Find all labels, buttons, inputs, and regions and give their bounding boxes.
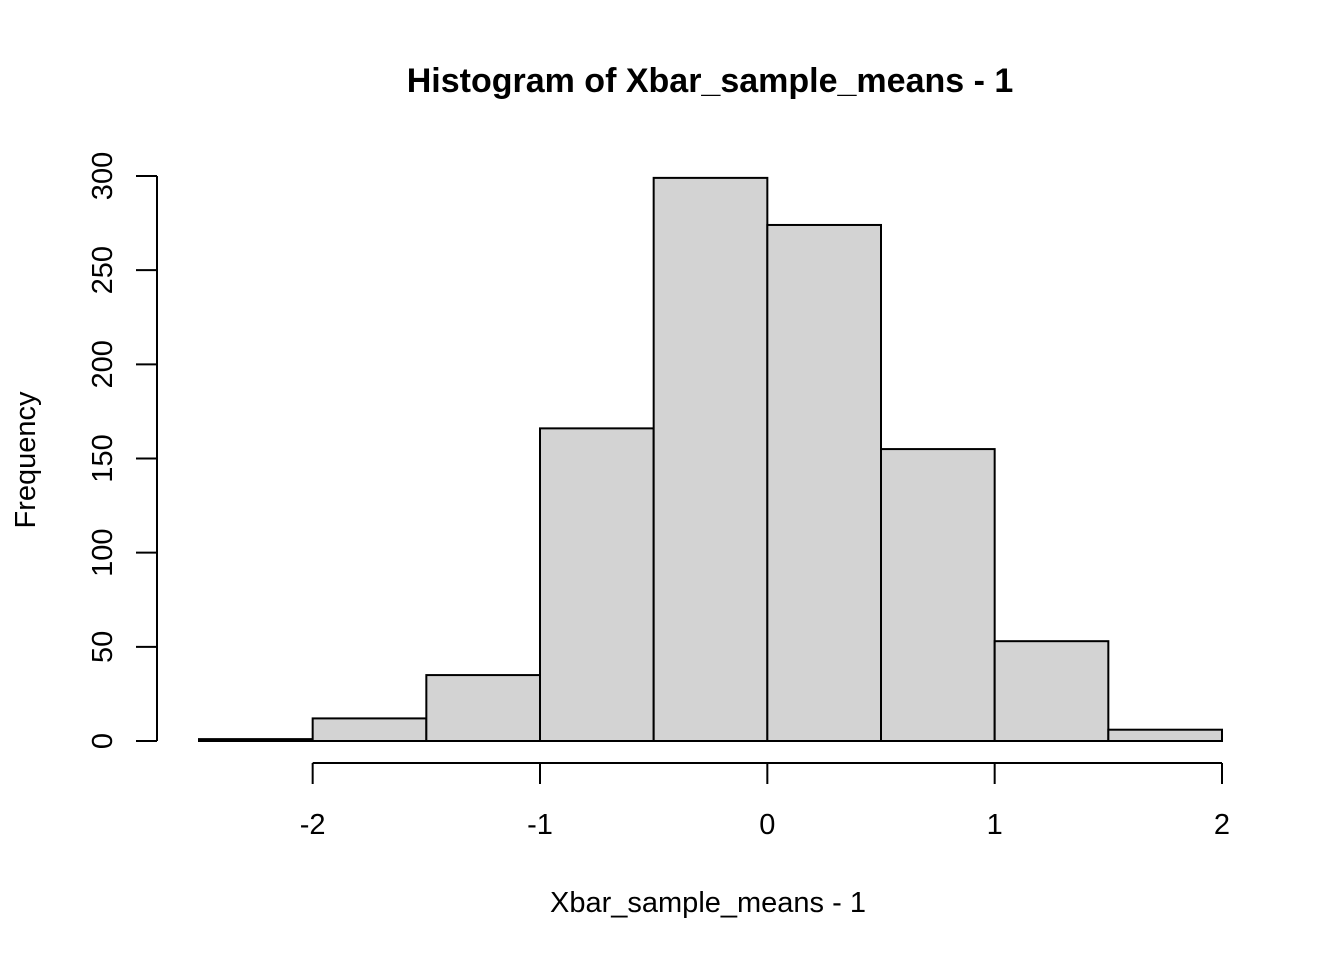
y-tick-label: 250 [87,246,119,294]
histogram-bar [539,427,655,742]
bars-group [198,176,1224,743]
x-tick-label: 0 [759,809,775,841]
x-tick-label: 2 [1214,809,1230,841]
histogram-bar [652,176,769,742]
x-axis: -2 -1 0 1 2 [300,762,1230,841]
y-tick-label: 150 [87,434,119,482]
y-tick-label: 200 [87,340,119,388]
x-tick-label: 1 [987,809,1003,841]
histogram-bar [425,674,542,742]
histogram-bar [766,223,882,742]
y-tick-label: 300 [87,152,119,200]
x-tick-label: -2 [300,809,326,841]
y-axis: 0 50 100 150 200 250 300 [87,152,158,749]
histogram-bar [311,717,428,743]
y-tick-label: 0 [87,733,119,749]
histogram-bar [198,738,314,742]
x-tick-label: -1 [527,809,553,841]
histogram-bar [880,448,996,742]
y-tick-label: 100 [87,528,119,576]
histogram-bar [1107,728,1224,743]
histogram-bar [993,640,1110,743]
chart-title: Histogram of Xbar_sample_means - 1 [407,62,1014,100]
y-tick-label: 50 [87,631,119,663]
x-axis-label: Xbar_sample_means - 1 [550,887,866,919]
y-axis-label: Frequency [10,391,42,529]
